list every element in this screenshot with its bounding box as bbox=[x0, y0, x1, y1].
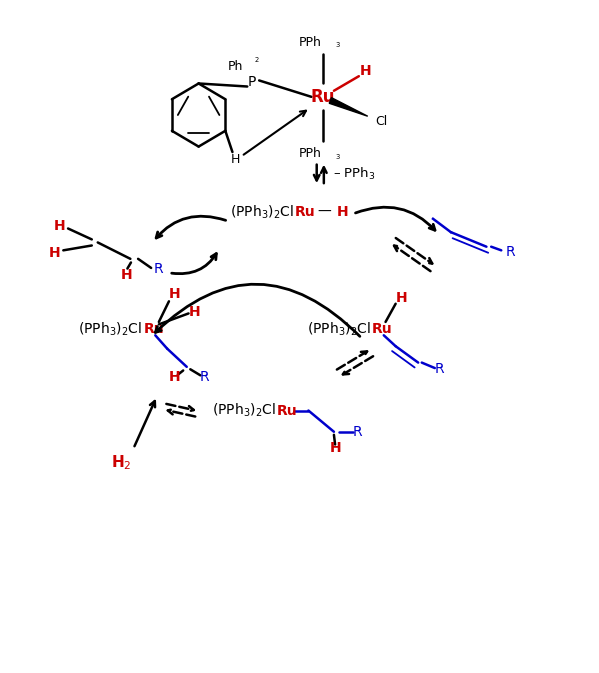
Text: Ru: Ru bbox=[277, 404, 298, 417]
Text: H: H bbox=[396, 291, 407, 305]
Text: H: H bbox=[360, 65, 372, 78]
Text: H: H bbox=[169, 287, 181, 301]
Text: H$_2$: H$_2$ bbox=[111, 454, 132, 472]
Text: (PPh$_3$)$_2$Cl: (PPh$_3$)$_2$Cl bbox=[229, 203, 294, 221]
Text: H: H bbox=[189, 306, 200, 319]
Text: H: H bbox=[53, 219, 65, 233]
Text: $_2$: $_2$ bbox=[254, 55, 259, 65]
Text: —: — bbox=[317, 205, 331, 219]
Text: PPh: PPh bbox=[299, 36, 322, 48]
Polygon shape bbox=[329, 98, 368, 116]
Text: (PPh$_3$)$_2$Cl: (PPh$_3$)$_2$Cl bbox=[211, 402, 276, 419]
Text: PPh: PPh bbox=[299, 147, 322, 160]
Text: H: H bbox=[169, 369, 181, 384]
Text: $_3$: $_3$ bbox=[335, 152, 341, 162]
Text: R: R bbox=[353, 425, 362, 439]
Text: P: P bbox=[248, 75, 256, 89]
Text: R: R bbox=[506, 244, 515, 258]
Text: R: R bbox=[153, 262, 163, 275]
Text: R: R bbox=[434, 361, 444, 376]
Text: H: H bbox=[49, 246, 61, 260]
Text: Ru: Ru bbox=[372, 322, 392, 336]
Text: Cl: Cl bbox=[375, 114, 388, 128]
Text: (PPh$_3$)$_2$Cl: (PPh$_3$)$_2$Cl bbox=[78, 320, 142, 338]
Text: R: R bbox=[199, 369, 210, 384]
Text: Ru: Ru bbox=[295, 205, 316, 219]
Text: Ru: Ru bbox=[143, 322, 164, 336]
Text: (PPh$_3$)$_2$Cl: (PPh$_3$)$_2$Cl bbox=[307, 320, 371, 338]
Text: H: H bbox=[120, 268, 132, 281]
Text: H: H bbox=[231, 153, 240, 166]
Text: H: H bbox=[337, 205, 348, 219]
Text: H: H bbox=[329, 441, 341, 455]
Text: Ru: Ru bbox=[311, 88, 335, 106]
Text: Ph: Ph bbox=[228, 60, 243, 73]
Text: $_3$: $_3$ bbox=[335, 40, 341, 50]
Text: – PPh$_3$: – PPh$_3$ bbox=[333, 166, 376, 182]
